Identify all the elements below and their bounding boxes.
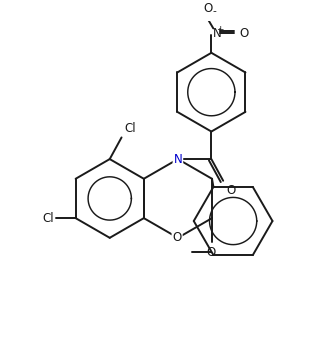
Text: N: N xyxy=(174,153,182,165)
Text: O: O xyxy=(226,184,235,197)
Text: O: O xyxy=(207,246,216,259)
Text: -: - xyxy=(213,6,217,16)
Text: O: O xyxy=(173,231,182,244)
Text: N: N xyxy=(213,27,222,40)
Text: +: + xyxy=(216,25,224,35)
Text: Cl: Cl xyxy=(43,212,54,225)
Text: Cl: Cl xyxy=(124,122,136,136)
Text: O: O xyxy=(239,27,248,40)
Text: O: O xyxy=(204,2,213,15)
